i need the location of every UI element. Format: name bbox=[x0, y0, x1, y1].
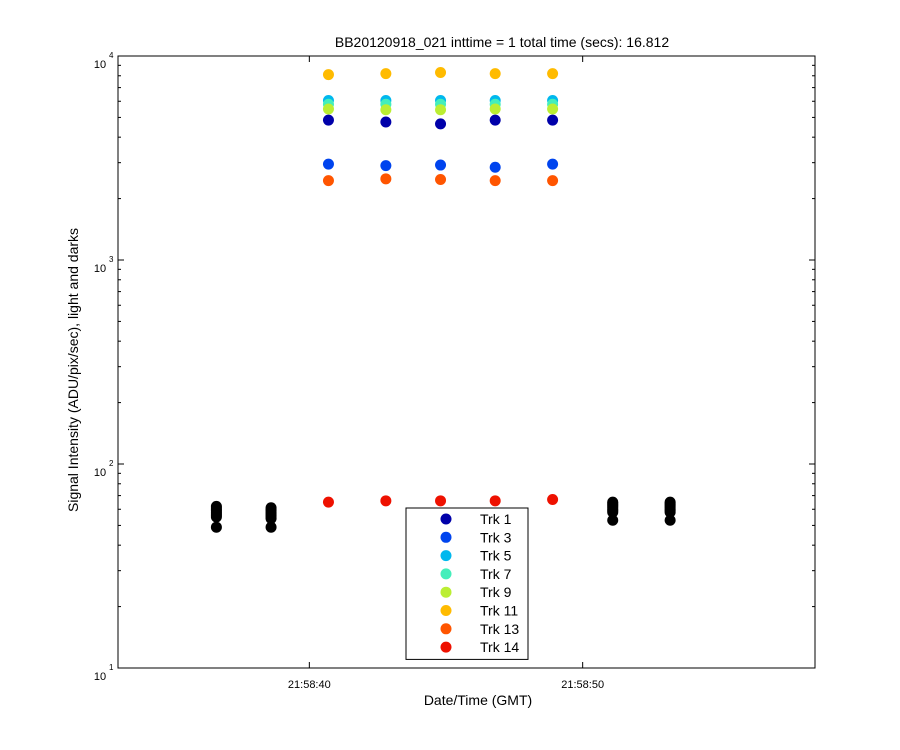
legend-marker bbox=[440, 641, 452, 653]
y-tick-exponent: 2 bbox=[109, 459, 114, 468]
data-point bbox=[435, 67, 447, 79]
data-point bbox=[489, 103, 501, 115]
series-darks bbox=[210, 496, 676, 533]
data-point bbox=[380, 495, 392, 507]
legend-marker bbox=[440, 586, 452, 598]
dark-point bbox=[607, 514, 619, 526]
data-point bbox=[322, 114, 334, 126]
y-tick-exponent: 1 bbox=[109, 663, 114, 672]
x-tick-label: 21:58:50 bbox=[561, 679, 604, 691]
y-tick-label: 10 bbox=[94, 59, 106, 71]
data-point bbox=[489, 175, 501, 187]
legend-label: Trk 13 bbox=[480, 621, 519, 637]
y-tick-label: 10 bbox=[94, 263, 106, 275]
data-point bbox=[380, 116, 392, 128]
data-point bbox=[435, 159, 447, 171]
data-point bbox=[435, 174, 447, 186]
dark-point bbox=[664, 506, 676, 518]
data-point bbox=[547, 158, 559, 170]
data-point bbox=[435, 104, 447, 116]
data-point bbox=[489, 495, 501, 507]
legend-label: Trk 1 bbox=[480, 511, 512, 527]
data-point bbox=[547, 103, 559, 115]
data-point bbox=[322, 158, 334, 170]
data-point bbox=[380, 104, 392, 116]
legend-marker bbox=[440, 623, 452, 635]
x-axis-label: Date/Time (GMT) bbox=[424, 692, 532, 708]
y-tick-label: 10 bbox=[94, 467, 106, 479]
legend: Trk 1 Trk 3 Trk 5 Trk 7 Trk 9 Trk 11 Trk 13 Trk… bbox=[405, 507, 529, 660]
data-point bbox=[489, 68, 501, 80]
legend-marker bbox=[440, 513, 452, 525]
data-point bbox=[547, 68, 559, 80]
data-point bbox=[489, 114, 501, 126]
legend-label: Trk 9 bbox=[480, 584, 512, 600]
series-trk-14 bbox=[322, 493, 559, 508]
legend-marker bbox=[440, 605, 452, 616]
data-point bbox=[547, 493, 559, 505]
legend-label: Trk 3 bbox=[480, 529, 512, 545]
y-tick-label: 10 bbox=[94, 671, 106, 683]
legend-label: Trk 11 bbox=[480, 603, 518, 619]
data-point bbox=[380, 173, 392, 185]
legend-marker bbox=[440, 550, 452, 562]
data-point bbox=[322, 496, 334, 508]
chart-title: BB20120918_021 inttime = 1 total time (s… bbox=[335, 34, 669, 50]
data-point bbox=[380, 160, 392, 172]
dark-point bbox=[210, 511, 222, 523]
legend-box bbox=[405, 507, 529, 660]
dark-point bbox=[265, 521, 277, 533]
data-point bbox=[435, 495, 447, 507]
dark-point bbox=[210, 521, 222, 533]
legend-label: Trk 5 bbox=[480, 548, 512, 564]
legend-label: Trk 7 bbox=[480, 566, 512, 582]
data-point bbox=[322, 69, 334, 81]
data-points bbox=[210, 67, 676, 533]
series-trk-3 bbox=[322, 158, 559, 173]
legend-label: Trk 14 bbox=[480, 639, 519, 655]
series-trk-13 bbox=[322, 173, 559, 187]
legend-marker bbox=[440, 568, 452, 580]
y-tick-exponent: 3 bbox=[109, 255, 114, 264]
dark-point bbox=[607, 506, 619, 518]
dark-point bbox=[265, 513, 277, 525]
data-point bbox=[380, 68, 392, 80]
data-point bbox=[435, 118, 447, 130]
series-trk-1 bbox=[322, 114, 559, 130]
y-tick-exponent: 4 bbox=[109, 51, 114, 60]
legend-marker bbox=[440, 531, 452, 543]
data-point bbox=[322, 103, 334, 115]
data-point bbox=[322, 175, 334, 187]
series-trk-11 bbox=[322, 67, 559, 81]
dark-point bbox=[664, 514, 676, 526]
series-trk-9 bbox=[322, 103, 559, 116]
data-point bbox=[547, 175, 559, 187]
data-point bbox=[547, 114, 559, 126]
y-axis-label: Signal Intensity (ADU/pix/sec), light an… bbox=[65, 228, 81, 512]
data-point bbox=[489, 161, 501, 173]
x-tick-label: 21:58:40 bbox=[288, 679, 331, 691]
